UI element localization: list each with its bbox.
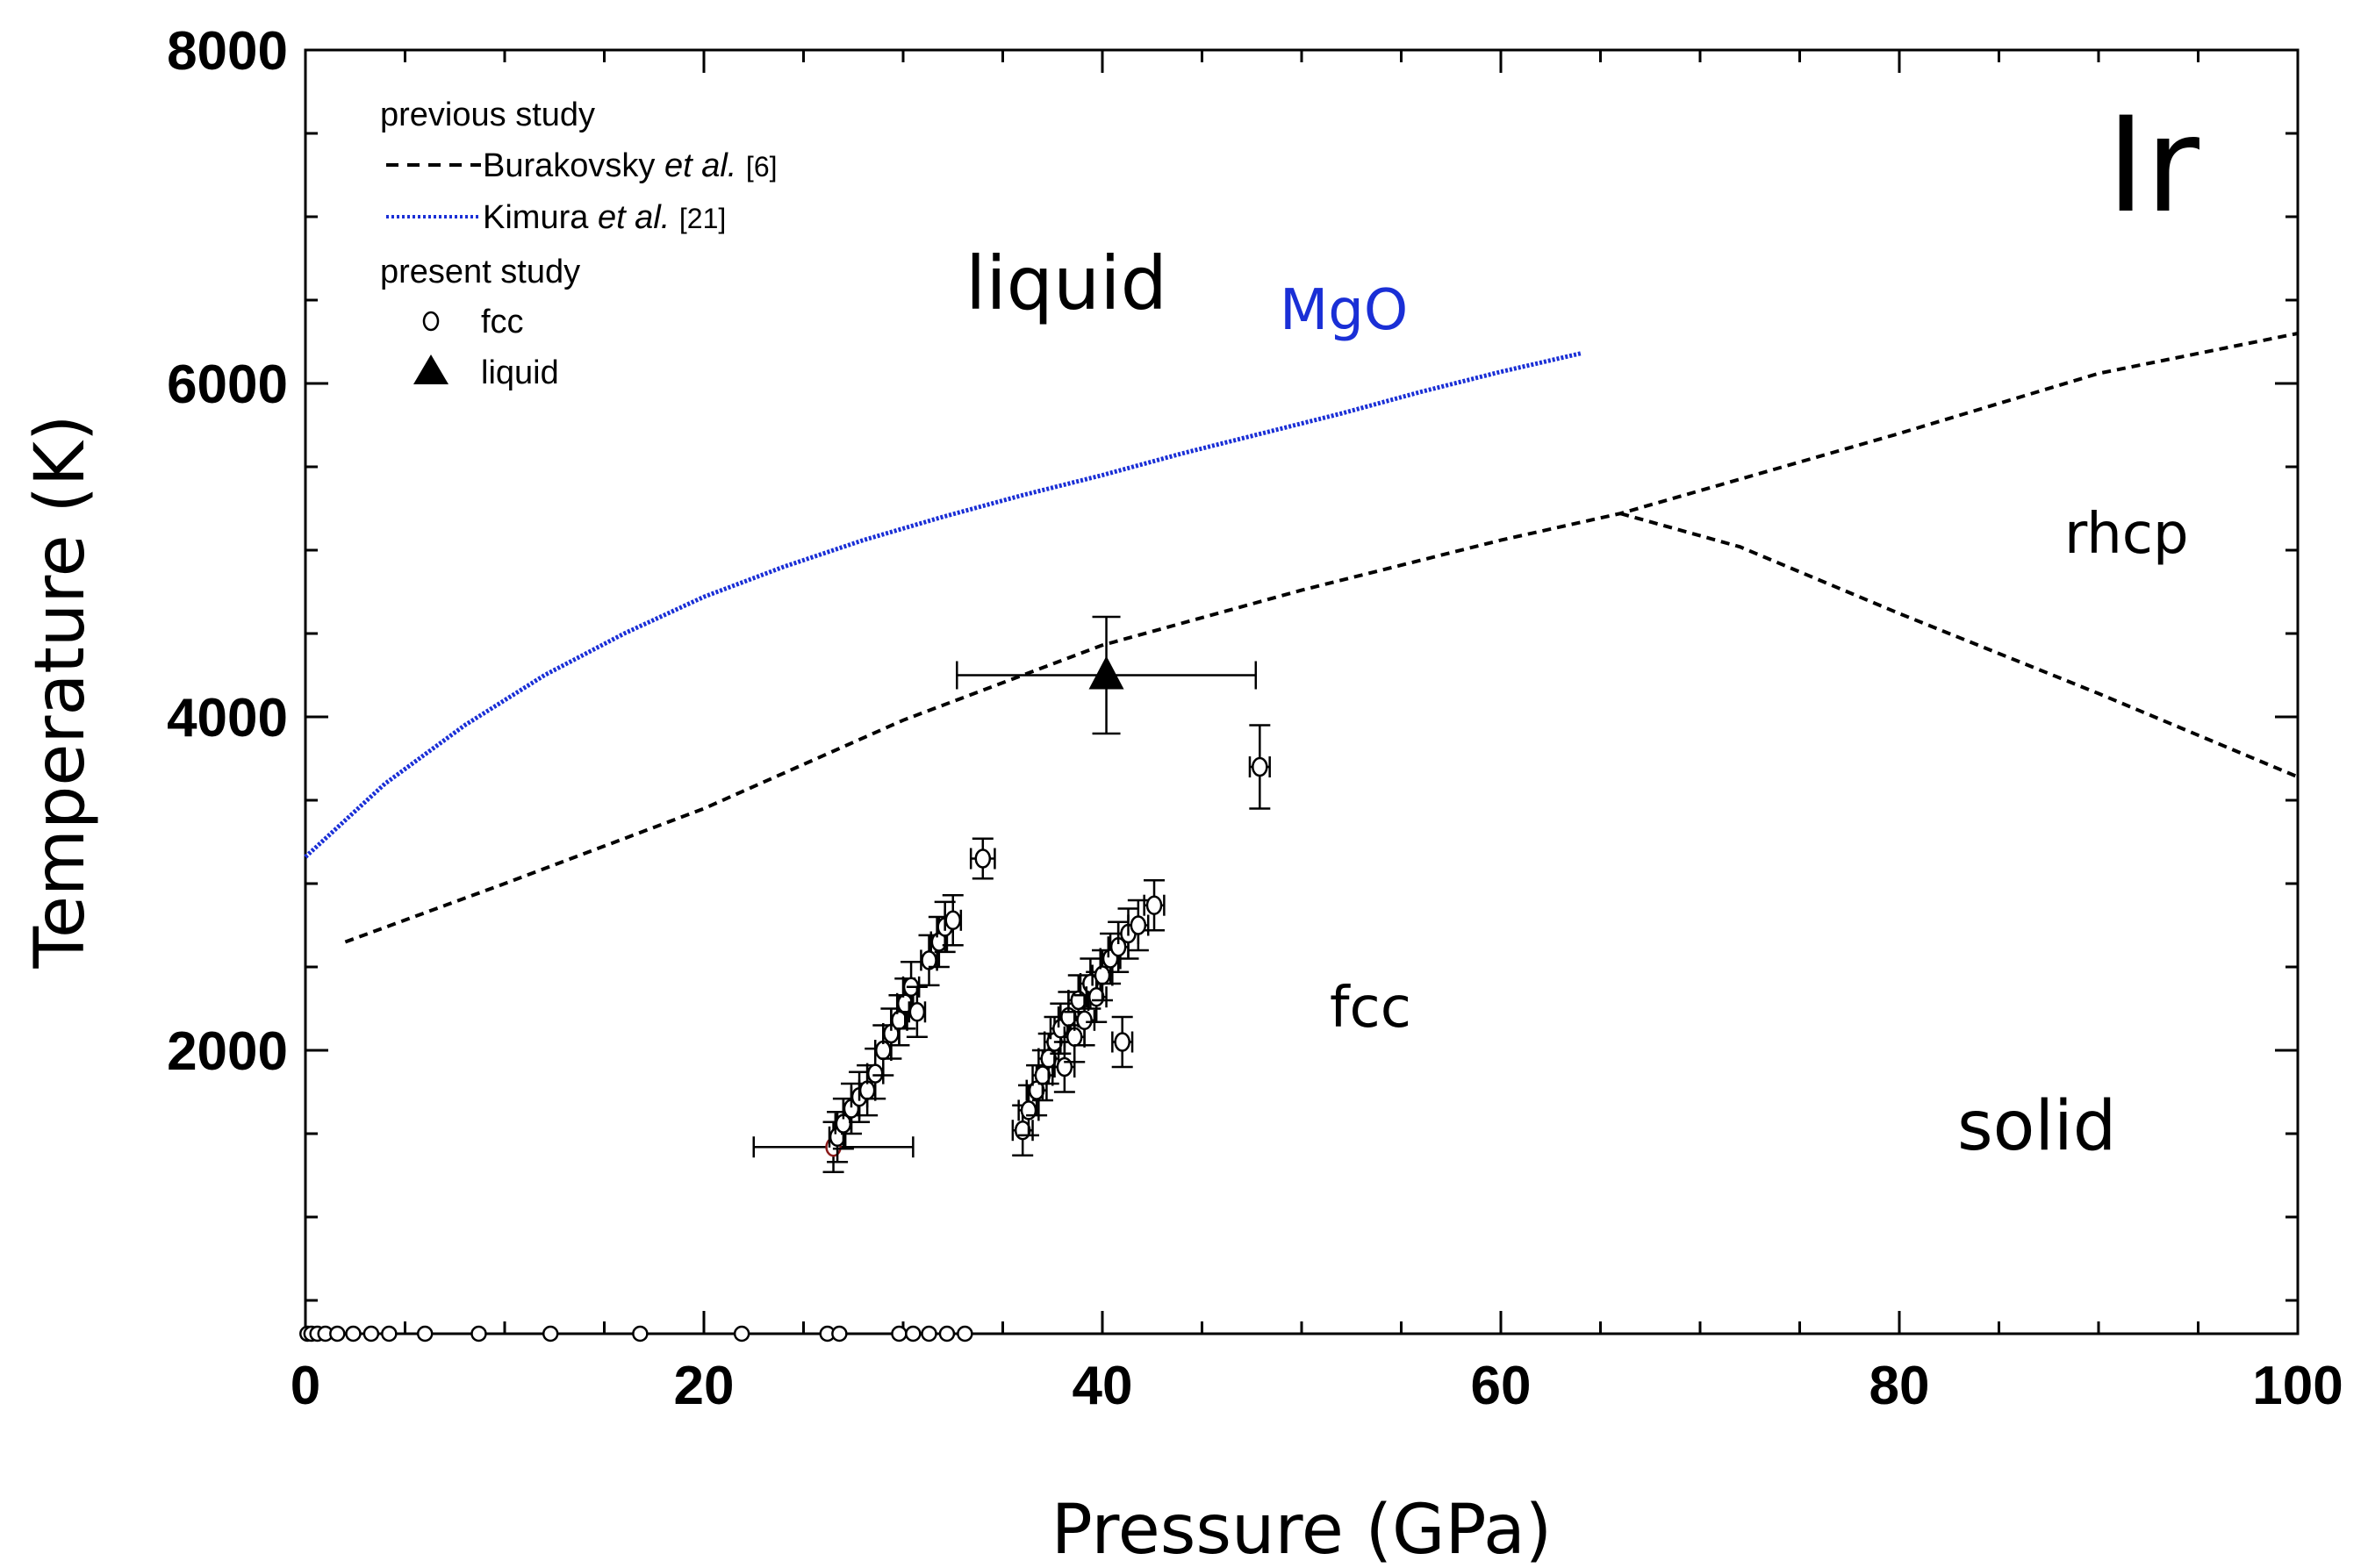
region-solid-label: solid: [1957, 1087, 2116, 1166]
liquid-data-point: [1088, 655, 1124, 690]
fcc-ambient-point: [470, 1325, 487, 1342]
x-tick-label: 40: [1073, 1356, 1133, 1416]
axis-ticks: [304, 48, 2300, 1334]
fcc-ambient-point: [957, 1325, 973, 1342]
fcc-ambient-point: [921, 1325, 937, 1342]
region-fcc-label: fcc: [1330, 976, 1411, 1041]
legend-fcc-label: fcc: [481, 304, 524, 340]
fcc-ambient-point: [381, 1325, 398, 1342]
fcc-data-point: [944, 910, 961, 931]
fcc-data-point: [974, 848, 992, 869]
axis-tick-labels: 0 20 40 60 80 100 2000 4000 6000 8000: [167, 21, 2343, 1416]
y-tick-label: 8000: [167, 21, 288, 82]
fcc-data-point: [866, 1063, 884, 1084]
region-liquid-label: liquid: [965, 240, 1167, 326]
legend-liquid-label: liquid: [481, 354, 559, 391]
y-tick-label: 2000: [167, 1021, 288, 1082]
legend: previous study Burakovsky et al. [6] Kim…: [380, 97, 778, 391]
fcc-ambient-point: [362, 1325, 380, 1342]
x-axis-title: Pressure (GPa): [1051, 1491, 1553, 1568]
fcc-data-point: [1145, 895, 1163, 915]
x-tick-label: 80: [1869, 1356, 1930, 1416]
fcc-ambient-point: [733, 1325, 750, 1342]
region-mgo-label: MgO: [1280, 278, 1408, 343]
fcc-data-point: [908, 1002, 926, 1022]
fcc-data-point: [1056, 1056, 1073, 1078]
series-layer: [304, 332, 2299, 944]
fcc-ambient-point: [831, 1325, 848, 1342]
legend-liquid-marker: [413, 354, 448, 384]
fcc-data-point: [1094, 965, 1111, 985]
legend-burakovsky-label: Burakovsky et al. [6]: [483, 147, 778, 184]
fcc-ambient-point: [329, 1325, 346, 1342]
x-tick-label: 60: [1471, 1356, 1532, 1416]
element-label: Ir: [2106, 89, 2199, 242]
x-tick-label: 0: [291, 1356, 320, 1416]
x-tick-label: 20: [674, 1356, 735, 1416]
fcc-ambient-point: [632, 1325, 649, 1342]
region-rhcp-label: rhcp: [2064, 502, 2189, 567]
fcc-ambient-point: [345, 1325, 362, 1342]
y-tick-label: 6000: [167, 354, 288, 415]
y-tick-label: 4000: [167, 688, 288, 748]
legend-fcc-marker: [422, 311, 440, 332]
points-layer: [299, 615, 1271, 1342]
y-axis-title: Temperature (K): [21, 415, 100, 970]
kimura-mgo-melting-line: [304, 351, 1582, 859]
fcc-ambient-point: [542, 1325, 559, 1342]
fcc-data-point: [921, 950, 937, 970]
fcc-ambient-point: [905, 1325, 922, 1342]
legend-previous-header: previous study: [380, 97, 595, 133]
fcc-data-point: [1130, 915, 1147, 935]
fcc-data-point: [1114, 1032, 1130, 1052]
legend-kimura-label: Kimura et al. [21]: [483, 199, 726, 236]
fcc-ambient-point: [938, 1325, 956, 1342]
fcc-ambient-point: [891, 1325, 908, 1342]
fcc-ambient-point: [416, 1325, 434, 1342]
burakovsky-line: [1619, 512, 2299, 779]
fcc-data-point: [1076, 1010, 1093, 1031]
burakovsky-line: [344, 332, 2299, 944]
legend-present-header: present study: [380, 254, 580, 290]
fcc-data-point: [1252, 756, 1268, 777]
x-tick-label: 100: [2252, 1356, 2343, 1416]
fcc-data-point: [1020, 1100, 1037, 1121]
